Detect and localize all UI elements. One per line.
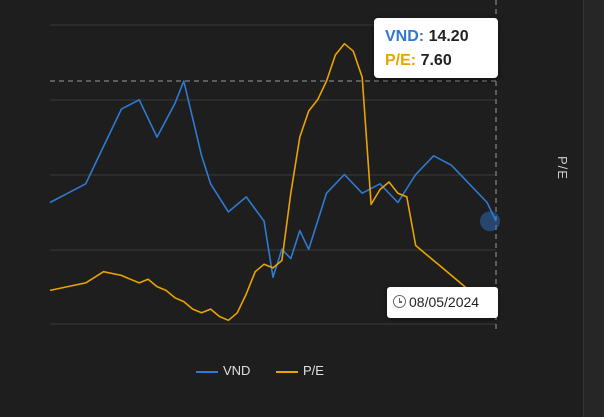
crosshair-date: 08/05/2024	[409, 294, 480, 310]
tooltip-vnd-row: VND: 14.20	[385, 28, 469, 46]
tooltip-pe-value: 7.60	[420, 52, 452, 69]
series-line-pe	[49, 42, 497, 322]
legend-item-pe[interactable]: P/E	[276, 363, 346, 381]
legend-label-pe: P/E	[303, 363, 324, 378]
tooltip-pe-label: P/E:	[385, 52, 417, 69]
tooltip-pe-row: P/E: 7.60	[385, 52, 452, 70]
legend-label-vnd: VND	[223, 363, 251, 378]
legend-swatch-vnd	[196, 371, 218, 373]
clock-icon	[393, 295, 406, 308]
legend-item-vnd[interactable]: VND	[196, 363, 266, 381]
hover-tooltip: VND: 14.20 P/E: 7.60	[374, 18, 498, 78]
series-line-vnd	[49, 80, 497, 279]
crosshair-date-label: 08/05/2024	[387, 287, 498, 318]
hover-dot-vnd	[480, 211, 500, 232]
y2-axis-title: P/E	[555, 156, 570, 180]
right-sidebar	[583, 0, 604, 417]
tooltip-vnd-value: 14.20	[428, 28, 469, 45]
legend-swatch-pe	[276, 371, 298, 373]
tooltip-vnd-label: VND:	[385, 28, 425, 45]
